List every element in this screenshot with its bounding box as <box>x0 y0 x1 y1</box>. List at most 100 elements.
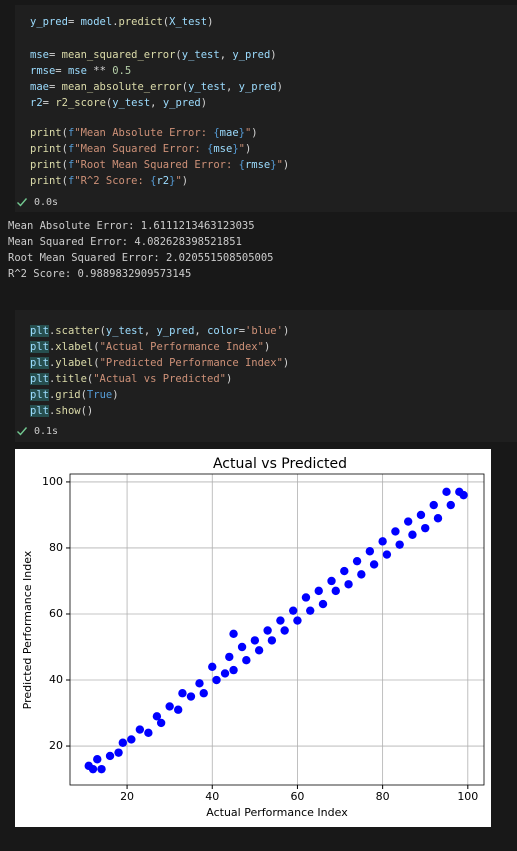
x-tick-label: 60 <box>290 790 304 803</box>
scatter-point <box>88 764 98 774</box>
code-line: mae= mean_absolute_error(y_test, y_pred) <box>30 81 283 93</box>
scatter-point <box>442 487 451 497</box>
scatter-point <box>135 725 145 734</box>
x-tick-label: 20 <box>120 790 134 803</box>
scatter-point <box>340 566 349 576</box>
run-status: 0.0s <box>16 195 58 211</box>
scatter-point <box>114 748 123 757</box>
output-line: Mean Squared Error: 4.082628398521851 <box>8 236 242 248</box>
x-axis-label: Actual Performance Index <box>206 806 348 819</box>
scatter-point <box>306 606 315 615</box>
scatter-point <box>212 675 221 685</box>
scatter-point <box>225 652 234 662</box>
scatter-point <box>208 662 217 672</box>
scatter-point <box>318 599 328 609</box>
status-text: 0.0s <box>34 197 59 208</box>
scatter-point <box>433 514 443 523</box>
scatter-point <box>459 490 468 500</box>
scatter-point <box>327 576 336 586</box>
scatter-point <box>331 586 340 596</box>
code-line: plt.ylabel("Predicted Performance Index"… <box>30 357 290 369</box>
scatter-point <box>263 626 272 635</box>
y-axis-label: Predicted Performance Index <box>21 550 34 709</box>
scatter-point <box>395 540 404 549</box>
scatter-point <box>446 500 455 510</box>
scatter-point <box>118 738 128 747</box>
y-tick-label: 20 <box>49 739 63 752</box>
y-tick-label: 40 <box>49 673 63 686</box>
scatter-point <box>165 702 174 711</box>
code-block: plt.scatter(y_test, y_pred, color='blue'… <box>30 323 289 419</box>
y-tick-label: 80 <box>49 541 63 554</box>
chart: Actual vs Predicted Actual Performance I… <box>15 449 491 827</box>
scatter-point <box>105 751 115 761</box>
scatter-point <box>365 547 375 556</box>
scatter-point <box>199 689 208 698</box>
scatter-point <box>178 689 187 698</box>
code-cell[interactable] <box>15 5 517 212</box>
scatter-point <box>220 669 230 678</box>
cell-output: Mean Absolute Error: 1.6111213463123035 M… <box>8 218 274 282</box>
scatter-point <box>352 556 362 566</box>
code-line: rmse= mse ** 0.5 <box>30 65 132 77</box>
code-line: r2= r2_score(y_test, y_pred) <box>30 97 208 109</box>
scatter-point <box>173 705 183 714</box>
scatter-point <box>382 550 392 559</box>
scatter-point <box>344 580 353 589</box>
scatter-point <box>293 616 302 625</box>
run-status: 0.1s <box>16 424 58 440</box>
scatter-point <box>250 636 260 645</box>
scatter-point <box>144 728 153 738</box>
code-line: mse= mean_squared_error(y_test, y_pred) <box>30 49 277 61</box>
scatter-point <box>229 665 238 675</box>
code-cell[interactable] <box>15 310 517 442</box>
code-line: plt.grid(True) <box>30 389 119 401</box>
x-tick-label: 100 <box>457 790 478 803</box>
output-line: R^2 Score: 0.9889832909573145 <box>8 268 192 280</box>
code-line: plt.scatter(y_test, y_pred, color='blue'… <box>30 325 290 337</box>
y-tick-label: 60 <box>49 607 63 620</box>
scatter-point <box>421 523 430 533</box>
code-block: y_pred= model.predict(X_test) <box>30 14 213 30</box>
scatter-point <box>237 642 247 652</box>
scatter-point <box>156 718 166 728</box>
code-line: print(f"Root Mean Squared Error: {rmse}"… <box>30 159 290 171</box>
code-line: plt.title("Actual vs Predicted") <box>30 373 233 385</box>
scatter-point <box>391 527 400 536</box>
scatter-point <box>408 530 417 539</box>
x-tick-label: 40 <box>205 790 219 803</box>
check-icon <box>17 198 28 207</box>
code-line: print(f"Mean Squared Error: {mse}") <box>30 143 252 155</box>
scatter-point <box>378 537 387 546</box>
scatter-point <box>280 626 289 635</box>
scatter-point <box>127 735 136 744</box>
scatter-point <box>301 593 311 602</box>
scatter-point <box>97 764 106 774</box>
output-line: Mean Absolute Error: 1.6111213463123035 <box>8 220 255 232</box>
code-block: print(f"Mean Absolute Error: {mae}") prin… <box>30 125 289 189</box>
scatter-point <box>93 755 102 764</box>
code-line: print(f"R^2 Score: {r2}") <box>30 175 189 187</box>
y-tick-label: 100 <box>42 475 63 488</box>
scatter-point <box>254 646 264 655</box>
scatter-point <box>242 656 251 665</box>
scatter-point <box>276 616 285 625</box>
check-icon <box>17 427 28 436</box>
code-block: mse= mean_squared_error(y_test, y_pred)r… <box>30 47 283 111</box>
scatter-point <box>314 586 323 596</box>
scatter-point <box>357 570 366 579</box>
scatter-point <box>186 692 196 701</box>
code-line: print(f"Mean Absolute Error: {mae}") <box>30 127 258 139</box>
scatter-point <box>403 517 413 526</box>
code-line: y_pred= model.predict(X_test) <box>30 16 214 28</box>
scatter-point <box>429 500 438 510</box>
output-line: Root Mean Squared Error: 2.0205515085050… <box>8 252 274 264</box>
scatter-point <box>267 636 277 645</box>
code-line: plt.xlabel("Actual Performance Index") <box>30 341 271 353</box>
x-tick-label: 80 <box>376 790 390 803</box>
scatter-point <box>229 629 238 638</box>
chart-title: Actual vs Predicted <box>213 456 347 472</box>
axes-frame <box>69 473 485 786</box>
scatter-point <box>195 679 204 688</box>
